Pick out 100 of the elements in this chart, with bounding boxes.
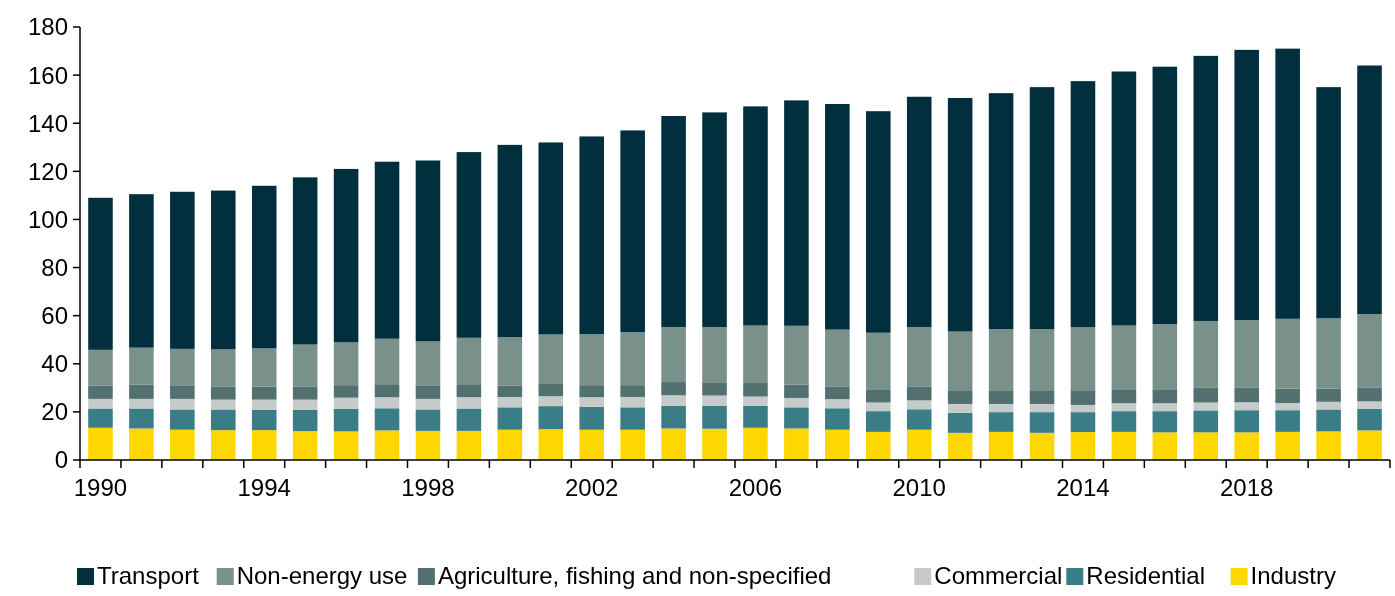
bar — [1111, 71, 1137, 326]
legend-label: Commercial — [934, 562, 1063, 589]
y-tick-label: 120 — [27, 157, 68, 185]
bar — [1193, 387, 1219, 403]
bar — [702, 428, 727, 460]
bar — [1234, 320, 1259, 388]
bar — [661, 382, 686, 396]
legend-label: Agriculture, fishing and non-specified — [437, 562, 832, 589]
bar — [1152, 411, 1178, 433]
bar — [620, 396, 645, 408]
bar — [88, 385, 113, 399]
y-tick-label: 140 — [27, 109, 68, 137]
bar — [88, 408, 113, 428]
bar — [415, 398, 441, 410]
bar — [292, 409, 318, 432]
bar — [129, 194, 154, 348]
bar — [374, 161, 400, 339]
bar — [1234, 49, 1259, 320]
bar — [1357, 65, 1382, 314]
bar — [743, 405, 768, 428]
bar — [1234, 432, 1259, 460]
bar — [1316, 431, 1341, 460]
bar — [661, 428, 686, 460]
bar — [1070, 81, 1096, 328]
x-tick-label: 1994 — [237, 474, 291, 501]
bar — [866, 431, 891, 460]
bar — [1152, 66, 1178, 325]
bar — [333, 397, 359, 409]
bar — [784, 407, 809, 429]
bar — [1234, 402, 1259, 411]
bar — [333, 342, 359, 386]
bar — [1357, 430, 1382, 460]
bar — [620, 385, 645, 397]
y-tick-label: 0 — [54, 446, 68, 474]
bar — [784, 428, 809, 460]
bar — [170, 348, 195, 386]
bar — [1111, 403, 1137, 412]
bar — [1029, 329, 1055, 391]
bar — [825, 103, 850, 330]
bar — [825, 408, 850, 430]
bar — [702, 112, 727, 327]
bar — [702, 405, 727, 429]
bar — [456, 384, 482, 398]
bar — [1316, 388, 1341, 402]
bar — [1111, 411, 1137, 432]
x-tick-label: 2010 — [892, 474, 946, 501]
x-tick-label: 1990 — [73, 474, 128, 501]
bar — [292, 344, 318, 387]
bar — [88, 427, 113, 460]
bar — [661, 326, 686, 383]
bar — [211, 399, 236, 410]
bar — [579, 136, 604, 335]
bar — [211, 409, 236, 431]
bar — [538, 383, 564, 397]
bar — [866, 402, 891, 412]
bar — [988, 329, 1014, 391]
bar — [620, 332, 645, 386]
bar — [415, 341, 441, 386]
bar — [1152, 389, 1178, 404]
bar — [1152, 324, 1178, 390]
bar — [988, 93, 1014, 330]
bar — [1070, 390, 1096, 405]
x-tick-label: 2014 — [1056, 474, 1110, 501]
bar — [906, 409, 932, 430]
bar — [333, 168, 359, 343]
y-tick-label: 160 — [27, 61, 68, 89]
bar — [251, 430, 277, 460]
bar — [1070, 404, 1096, 413]
bar — [1275, 410, 1300, 432]
bar — [456, 152, 482, 338]
bar — [88, 197, 113, 350]
legend-label: Non-energy use — [236, 562, 408, 589]
bar — [1316, 87, 1341, 319]
bar — [1316, 318, 1341, 389]
bar — [129, 398, 154, 409]
bar — [538, 429, 564, 460]
y-tick-label: 80 — [41, 253, 68, 281]
bar — [538, 406, 564, 430]
bar — [129, 408, 154, 429]
bar — [211, 430, 236, 460]
bar — [988, 412, 1014, 432]
bar — [661, 405, 686, 429]
y-tick-label: 180 — [27, 13, 68, 41]
bar — [170, 409, 195, 430]
bar — [947, 412, 973, 433]
bar — [947, 403, 973, 413]
bar — [129, 347, 154, 385]
y-tick-label: 100 — [27, 205, 68, 233]
bar — [1357, 401, 1382, 409]
bar — [866, 411, 891, 432]
bar — [538, 396, 564, 407]
bar — [1070, 412, 1096, 433]
bar — [456, 337, 482, 385]
bar — [1275, 318, 1300, 389]
bar — [374, 397, 400, 409]
bar — [415, 160, 441, 342]
bar — [374, 408, 400, 431]
bar — [251, 386, 277, 400]
bar — [988, 403, 1014, 413]
bar — [784, 384, 809, 398]
